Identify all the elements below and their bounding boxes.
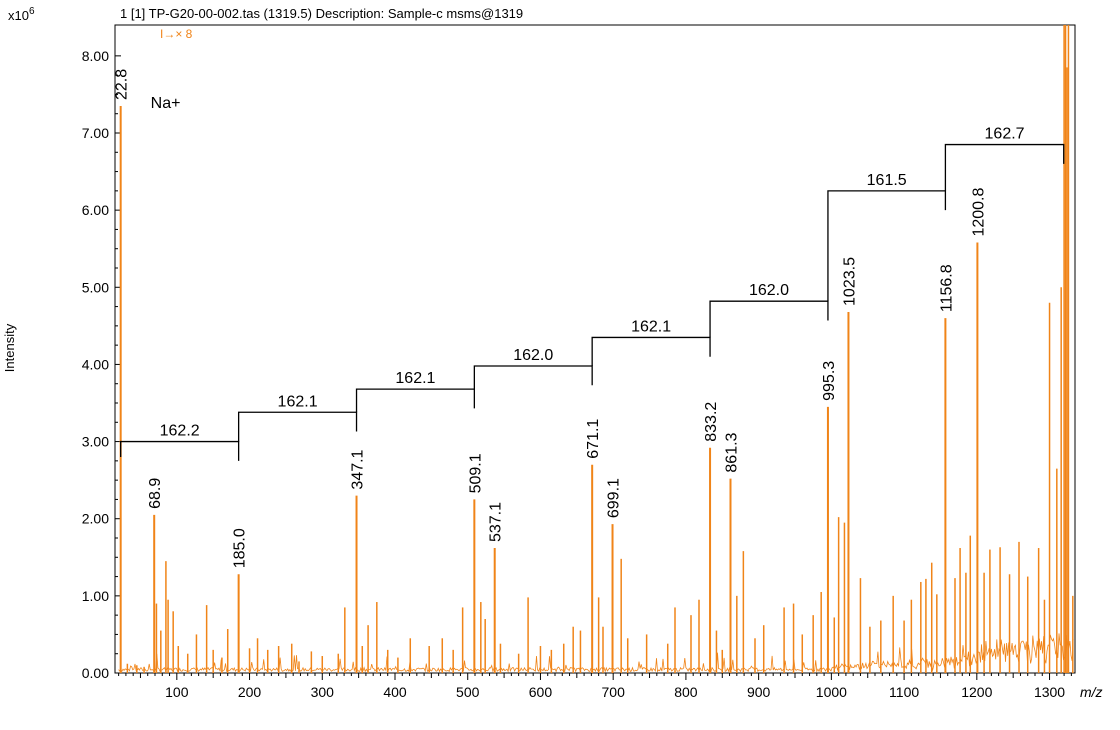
peak-label: 537.1: [488, 502, 505, 542]
peak-label: 22.8: [114, 69, 131, 100]
y-tick-label: 5.00: [82, 279, 109, 295]
y-tick-label: 4.00: [82, 356, 109, 372]
x-tick-label: 200: [238, 684, 262, 700]
y-tick-label: 2.00: [82, 511, 109, 527]
y-tick-label: 7.00: [82, 125, 109, 141]
x-tick-label: 400: [383, 684, 407, 700]
peak-label: 699.1: [606, 478, 623, 518]
y-tick-label: 6.00: [82, 202, 109, 218]
x-tick-label: 800: [674, 684, 698, 700]
peak-label: 1156.8: [938, 264, 955, 312]
gap-label: 162.0: [749, 282, 789, 299]
gap-label: 162.2: [160, 423, 200, 440]
gap-label: 161.5: [867, 172, 907, 189]
peak-label: 68.9: [147, 478, 164, 509]
x-tick-label: 1200: [961, 684, 992, 700]
gap-bracket: [709, 300, 829, 338]
zoom-marker: I→× 8: [160, 27, 193, 41]
gap-label: 162.7: [985, 126, 1025, 143]
x-axis-label: m/z: [1080, 684, 1103, 700]
na-ion-annotation: Na+: [151, 95, 181, 112]
peak-label: 861.3: [723, 432, 740, 472]
gap-label: 162.1: [278, 393, 318, 410]
y-tick-label: 1.00: [82, 588, 109, 604]
plot-frame: [114, 24, 1076, 674]
baseline-noise: [118, 633, 1074, 673]
gap-bracket: [473, 365, 593, 390]
peak-label: 1023.5: [841, 257, 858, 306]
peak-label: 509.1: [467, 453, 484, 493]
peak-label: 185.0: [232, 528, 249, 568]
y-tick-label: 0.00: [82, 665, 109, 681]
gap-label: 162.0: [513, 347, 553, 364]
y-scale-label: x106: [8, 6, 35, 23]
gap-bracket: [237, 411, 358, 442]
x-tick-label: 900: [747, 684, 771, 700]
mass-gap-brackets: 162.2 162.1 162.1 162.0 162.1 162.0 161.5 162.7: [120, 126, 1065, 461]
x-tick-label: 1100: [889, 684, 919, 700]
run-description: 1 [1] TP-G20-00-002.tas (1319.5) Descrip…: [120, 6, 523, 21]
gap-bracket: [355, 388, 475, 413]
noise-trace: [118, 633, 1074, 673]
minor-peaks: [126, 25, 1074, 673]
gap-bracket: [591, 336, 711, 366]
x-tick-label: 1300: [1034, 684, 1065, 700]
peak-label: 833.2: [703, 402, 720, 442]
peak-label: 995.3: [821, 361, 838, 401]
x-tick-label: 700: [602, 684, 626, 700]
x-axis: 100 200 300 400 500 600 700 800 900 1000 1100 1200 1…: [118, 673, 1072, 700]
x-tick-label: 1000: [816, 684, 847, 700]
y-axis: 0.00 1.00 2.00 3.00 4.00 5.00 6.00 7.00 8.00: [82, 48, 121, 681]
peak-label: 347.1: [350, 449, 367, 489]
x-tick-label: 100: [165, 684, 189, 700]
y-tick-label: 8.00: [82, 48, 109, 64]
y-axis-label: Intensity: [2, 323, 17, 372]
gap-label: 162.1: [631, 318, 671, 335]
gap-bracket: [944, 143, 1065, 191]
x-tick-label: 600: [529, 684, 553, 700]
gap-label: 162.1: [395, 370, 435, 387]
peak-label: 671.1: [585, 419, 602, 459]
gap-bracket: [827, 190, 947, 302]
peak-label: 1200.8: [970, 188, 987, 237]
x-tick-label: 500: [456, 684, 480, 700]
y-tick-label: 3.00: [82, 434, 109, 450]
gap-bracket: [120, 440, 240, 461]
x-tick-label: 300: [311, 684, 335, 700]
